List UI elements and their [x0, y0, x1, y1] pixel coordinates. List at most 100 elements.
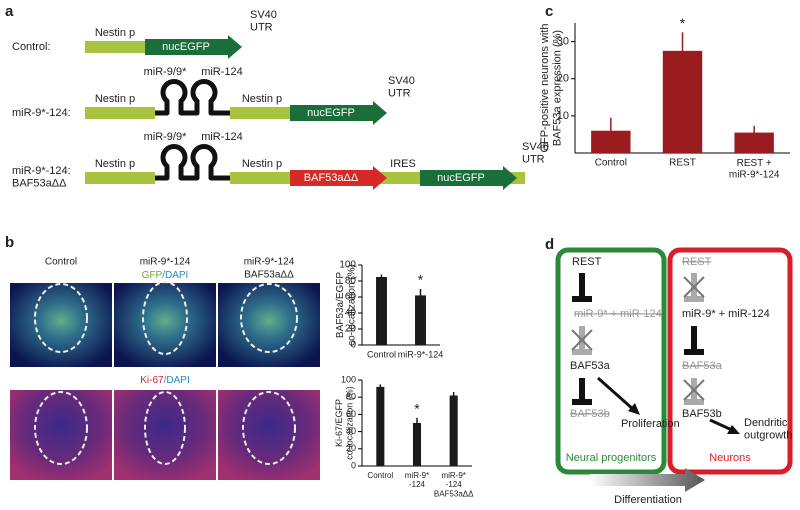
promoter-label: Nestin p	[242, 158, 282, 170]
x-tick-label: REST	[669, 158, 696, 169]
reporter-label: nucEGFP	[437, 172, 485, 184]
hairpins	[155, 79, 230, 116]
construct-mir-baf: miR-9*-124: BAF53aΔΔ BAF53aΔΔ nucEGFP IRE…	[12, 131, 549, 190]
inhibit	[572, 378, 592, 405]
y-tick-label: 100	[339, 260, 356, 271]
bar	[412, 423, 422, 466]
y-tick-label: 10	[557, 110, 569, 122]
hairpins	[155, 144, 230, 181]
x-tick-label: Control	[595, 158, 627, 169]
reporter-arrow	[290, 101, 387, 125]
x-tick-label: miR-9* -124 BAF53aΔΔ	[434, 471, 474, 498]
x-tick-label: Control	[367, 471, 393, 480]
micrograph	[218, 283, 320, 367]
micrograph	[10, 390, 112, 480]
ires-label: IRES	[390, 158, 416, 170]
panel-label: c	[545, 3, 553, 20]
pathway: REST miR-9* + miR-124 BAF53a BAF53b Prol…	[555, 247, 793, 506]
promoter-label: Nestin p	[95, 93, 135, 105]
bar	[734, 132, 774, 153]
construct-mir: miR-9*-124: nucEGFP Nestin p Nestin p mi…	[12, 66, 415, 125]
micrograph	[114, 283, 216, 367]
node: BAF53b	[682, 408, 722, 420]
node: Proliferation	[621, 418, 680, 430]
node: BAF53a	[682, 360, 723, 372]
mirna-label: miR-124	[201, 131, 243, 143]
y-tick-label: 0	[351, 460, 356, 470]
micrograph	[218, 390, 320, 480]
box-title: Neural progenitors	[566, 452, 657, 464]
promoter-label: Nestin p	[95, 158, 135, 170]
construct-label: miR-9*-124:	[12, 107, 71, 119]
y-tick-label: 80	[346, 392, 356, 402]
vector-bar	[85, 107, 155, 119]
bar	[376, 386, 385, 466]
outline	[242, 391, 296, 465]
mirna-label: miR-9/9*	[144, 66, 188, 78]
construct-label: miR-9*-124: BAF53aΔΔ	[12, 165, 71, 190]
y-tick-label: 60	[346, 409, 356, 419]
mirna-label: miR-9/9*	[144, 131, 188, 143]
stain-label: GFP/DAPI	[142, 270, 189, 281]
node: BAF53a	[570, 360, 611, 372]
utr-label: SV40 UTR	[250, 9, 277, 34]
y-tick-label: 100	[341, 374, 356, 384]
x-tick-label: miR-9*-124	[405, 471, 429, 489]
y-tick-label: 0	[350, 340, 356, 351]
annotation: *	[418, 272, 424, 288]
promoter-label: Nestin p	[95, 27, 135, 39]
y-tick-label: 40	[346, 426, 356, 436]
node: miR-9* + miR-124	[574, 308, 662, 320]
bar	[415, 295, 426, 345]
gene-label: BAF53aΔΔ	[304, 172, 359, 184]
x-tick-label: REST + miR-9*-124	[729, 158, 780, 181]
progenitor-box	[555, 247, 667, 475]
y-tick-label: 60	[345, 292, 357, 303]
mirna-label: miR-124	[201, 66, 243, 78]
outline	[34, 283, 88, 353]
y-tick-label: 40	[345, 308, 357, 319]
annotation: *	[680, 15, 686, 31]
differentiation-arrow	[590, 468, 705, 492]
micrograph	[10, 283, 112, 367]
column-subtitle: BAF53aΔΔ	[244, 270, 294, 281]
panel-label: b	[5, 234, 14, 251]
column-title: miR-9*-124	[244, 257, 295, 268]
block-x	[683, 276, 705, 298]
image-panel: Control miR-9*-124 GFP/DAPI miR-9*-124 B…	[10, 257, 320, 480]
stain: Ki-67	[140, 375, 164, 386]
y-tick-label: 20	[345, 324, 357, 335]
stain-label: Ki-67/DAPI	[140, 375, 189, 386]
outline	[240, 283, 298, 353]
box-title: Neurons	[709, 452, 751, 464]
activate	[597, 376, 635, 412]
node: REST	[682, 256, 712, 268]
node: BAF53b	[570, 408, 610, 420]
utr-label: SV40 UTR	[388, 75, 415, 100]
arrowhead	[628, 403, 640, 415]
construct-label: Control:	[12, 41, 51, 53]
vector-bar	[85, 172, 155, 184]
reporter-label: nucEGFP	[162, 41, 210, 53]
inhibit	[684, 326, 704, 355]
stain: GFP	[142, 270, 163, 281]
y-axis-label: Ki-67/EGFPco-localization (%)	[334, 386, 354, 460]
neuron-box	[667, 247, 793, 475]
utr-label: SV40 UTR	[522, 141, 549, 166]
column-title: miR-9*-124	[140, 257, 191, 268]
y-tick-label: 20	[346, 443, 356, 453]
y-axis-label: GFP-positive neurons withBAF53a expressi…	[539, 24, 564, 153]
column-title: Control	[45, 257, 77, 268]
bar	[376, 277, 387, 345]
stain: /DAPI	[164, 375, 190, 386]
reporter-arrow	[145, 35, 242, 59]
y-tick-label: 80	[345, 276, 357, 287]
panel-label: d	[545, 236, 554, 253]
inhibit	[572, 273, 592, 302]
arrowhead	[727, 425, 740, 434]
gene-arrow	[290, 166, 387, 190]
micrograph	[114, 390, 216, 480]
reporter-label: nucEGFP	[307, 107, 355, 119]
y-tick-label: 20	[557, 73, 569, 85]
